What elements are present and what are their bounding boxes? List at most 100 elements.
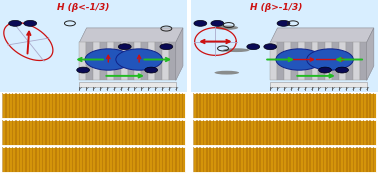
Polygon shape xyxy=(162,42,169,80)
Polygon shape xyxy=(291,42,298,80)
Bar xyxy=(246,147,248,172)
Bar xyxy=(119,120,120,145)
Bar xyxy=(79,120,80,145)
Bar xyxy=(115,147,117,172)
Bar xyxy=(82,120,84,145)
Bar xyxy=(330,147,331,172)
Polygon shape xyxy=(93,42,100,80)
Circle shape xyxy=(85,49,132,70)
Bar xyxy=(239,120,241,145)
Polygon shape xyxy=(176,28,183,80)
Polygon shape xyxy=(346,42,353,80)
Bar xyxy=(79,82,176,87)
Bar xyxy=(88,93,90,118)
Bar xyxy=(270,82,367,87)
Bar xyxy=(178,147,180,172)
Bar xyxy=(369,147,371,172)
Bar xyxy=(99,93,100,118)
Bar xyxy=(12,120,13,145)
Polygon shape xyxy=(277,42,284,80)
Bar xyxy=(149,120,150,145)
Bar xyxy=(249,147,251,172)
Bar xyxy=(162,93,163,118)
Bar xyxy=(169,120,170,145)
Bar xyxy=(99,147,100,172)
Bar xyxy=(62,120,64,145)
Bar xyxy=(82,147,84,172)
Bar xyxy=(206,147,208,172)
Bar xyxy=(95,93,97,118)
Bar xyxy=(366,120,368,145)
Bar xyxy=(286,147,288,172)
Bar xyxy=(193,93,376,118)
Bar xyxy=(45,120,47,145)
Bar xyxy=(45,147,47,172)
Bar xyxy=(243,120,244,145)
Bar xyxy=(323,120,324,145)
Bar xyxy=(102,147,104,172)
Bar xyxy=(196,147,198,172)
Bar xyxy=(65,147,67,172)
Bar xyxy=(233,93,234,118)
Bar xyxy=(266,120,268,145)
Bar xyxy=(209,93,211,118)
Bar xyxy=(363,93,364,118)
Bar xyxy=(209,147,211,172)
Bar xyxy=(310,120,311,145)
Bar xyxy=(175,147,177,172)
Circle shape xyxy=(277,20,290,26)
Bar xyxy=(12,93,13,118)
Bar xyxy=(319,120,321,145)
Bar xyxy=(2,147,3,172)
Bar xyxy=(276,93,277,118)
Bar xyxy=(216,147,218,172)
Bar xyxy=(343,93,344,118)
Bar xyxy=(226,147,228,172)
Bar xyxy=(286,120,288,145)
Bar xyxy=(39,120,40,145)
Bar xyxy=(369,93,371,118)
Bar xyxy=(293,147,294,172)
Bar xyxy=(236,93,238,118)
Polygon shape xyxy=(114,42,121,80)
Bar xyxy=(216,120,218,145)
Bar xyxy=(88,120,90,145)
Circle shape xyxy=(276,49,322,70)
Polygon shape xyxy=(339,42,346,80)
Bar xyxy=(165,147,167,172)
Bar xyxy=(35,93,37,118)
Bar xyxy=(9,120,10,145)
Bar xyxy=(319,93,321,118)
Bar xyxy=(85,147,87,172)
Bar xyxy=(229,120,231,145)
Bar xyxy=(5,93,7,118)
Circle shape xyxy=(211,20,224,26)
Polygon shape xyxy=(148,42,155,80)
Bar xyxy=(233,120,234,145)
Bar xyxy=(203,147,204,172)
Bar xyxy=(200,93,201,118)
Bar xyxy=(373,147,374,172)
Bar xyxy=(233,147,234,172)
Bar xyxy=(253,120,254,145)
Bar xyxy=(102,120,104,145)
Bar xyxy=(182,120,183,145)
Polygon shape xyxy=(100,42,107,80)
Circle shape xyxy=(247,44,260,50)
Bar xyxy=(273,147,274,172)
Bar xyxy=(139,93,140,118)
Bar xyxy=(256,93,258,118)
Polygon shape xyxy=(141,42,148,80)
Bar xyxy=(169,147,170,172)
Bar xyxy=(42,147,43,172)
Bar xyxy=(299,93,301,118)
Bar xyxy=(303,93,304,118)
Bar xyxy=(319,147,321,172)
Bar xyxy=(253,147,254,172)
Bar xyxy=(165,93,167,118)
Polygon shape xyxy=(332,42,339,80)
Bar xyxy=(139,120,140,145)
Bar xyxy=(193,147,376,172)
Bar xyxy=(119,147,120,172)
Bar xyxy=(366,147,368,172)
